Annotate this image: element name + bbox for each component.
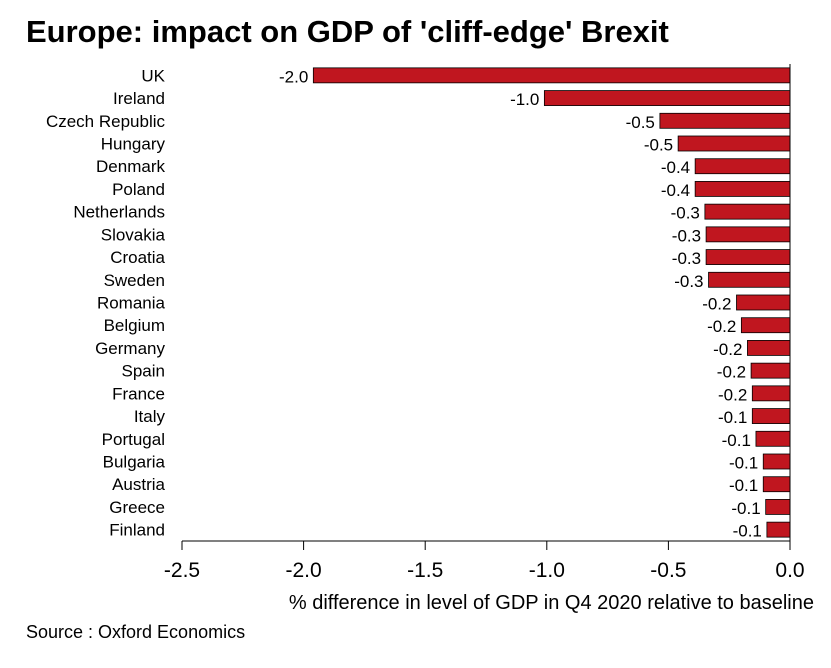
bar [762, 476, 791, 493]
data-label: -0.2 [718, 385, 747, 404]
bar [694, 158, 791, 175]
category-label: Finland [109, 521, 165, 540]
category-label: Denmark [96, 157, 165, 176]
category-label: Poland [112, 180, 165, 199]
bar [747, 340, 791, 356]
category-label: Portugal [102, 430, 165, 449]
bar [705, 249, 791, 265]
data-label: -0.2 [717, 363, 746, 382]
bar [704, 203, 791, 220]
data-label: -0.3 [672, 226, 701, 245]
category-label: Germany [95, 339, 165, 358]
data-label: -0.1 [733, 522, 762, 541]
category-label: Austria [112, 475, 165, 494]
x-tick-label: -1.0 [529, 559, 565, 582]
category-label: Croatia [110, 248, 165, 267]
category-label: Hungary [101, 135, 166, 154]
category-label: Bulgaria [103, 453, 166, 472]
x-tick-label: -2.5 [164, 559, 200, 582]
bar [736, 294, 791, 311]
data-label: -0.1 [731, 499, 760, 518]
data-label: -1.0 [510, 90, 539, 109]
category-label: Italy [134, 407, 166, 426]
bar [705, 226, 791, 243]
data-label: -0.5 [644, 136, 673, 155]
data-label: -0.4 [661, 158, 690, 177]
category-label: Slovakia [101, 225, 166, 244]
category-label: Sweden [104, 271, 165, 290]
category-label: Greece [109, 498, 165, 517]
data-label: -0.1 [729, 454, 758, 473]
bar [766, 521, 791, 538]
bar [765, 499, 791, 515]
x-tick-label: -0.5 [650, 559, 686, 582]
category-label: France [112, 384, 165, 403]
data-label: -2.0 [279, 67, 308, 86]
category-label: UK [141, 66, 165, 85]
category-label: Belgium [104, 316, 165, 335]
bar [694, 181, 791, 197]
source-note: Source : Oxford Economics [26, 622, 245, 642]
bar [751, 385, 791, 402]
category-label: Czech Republic [46, 112, 166, 131]
data-label: -0.2 [713, 340, 742, 359]
x-tick-label: -2.0 [286, 559, 322, 582]
bar [740, 317, 791, 334]
chart-title: Europe: impact on GDP of 'cliff-edge' Br… [26, 14, 669, 49]
x-tick-label: 0.0 [775, 559, 804, 582]
data-label: -0.1 [729, 476, 758, 495]
category-label: Romania [97, 294, 166, 313]
data-label: -0.2 [702, 295, 731, 314]
data-label: -0.1 [722, 431, 751, 450]
data-label: -0.5 [626, 113, 655, 132]
data-label: -0.3 [671, 204, 700, 223]
data-label: -0.4 [661, 181, 690, 200]
bar [708, 271, 791, 288]
category-label: Spain [122, 362, 165, 381]
data-label: -0.3 [674, 272, 703, 291]
data-label: -0.1 [718, 408, 747, 427]
category-label: Netherlands [73, 203, 165, 222]
x-tick-label: -1.5 [407, 559, 443, 582]
bar [751, 408, 791, 424]
bar [543, 90, 791, 106]
bar [677, 135, 791, 152]
bar [762, 453, 791, 470]
bar [312, 67, 791, 84]
bar [659, 112, 791, 129]
data-label: -0.2 [707, 317, 736, 336]
category-label: Ireland [113, 89, 165, 108]
x-axis-label: % difference in level of GDP in Q4 2020 … [289, 592, 814, 614]
bar [750, 362, 791, 379]
data-label: -0.3 [672, 249, 701, 268]
bar [755, 430, 791, 447]
